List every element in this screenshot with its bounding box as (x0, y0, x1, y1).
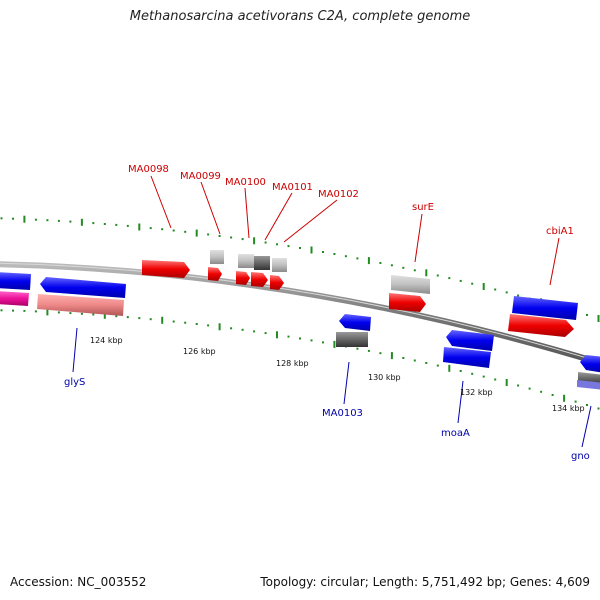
label-MA0103: MA0103 (322, 408, 363, 419)
gene-MA0100-gray[interactable] (238, 254, 254, 268)
gene-left-edge-magenta[interactable] (0, 291, 29, 306)
label-gno: gno (571, 451, 590, 462)
label-MA0098: MA0098 (128, 164, 169, 175)
gene-MA0103-blue[interactable] (339, 314, 371, 331)
outer-tick-row (0, 215, 600, 322)
gene-surE[interactable] (389, 293, 426, 312)
gene-moaA[interactable] (443, 347, 491, 368)
gene-moaA-blue[interactable] (446, 330, 494, 351)
gene-MA0101-gray[interactable] (254, 256, 270, 270)
scale-label-134kbp: 134 kbp (552, 404, 585, 413)
genome-backbone-highlight (0, 262, 600, 363)
gene-glyS[interactable] (37, 294, 124, 316)
genome-summary-text: Topology: circular; Length: 5,751,492 bp… (260, 575, 590, 589)
label-MA0100: MA0100 (225, 177, 266, 188)
gene-MA0102[interactable] (270, 275, 284, 290)
gene-MA0103-gray[interactable] (336, 332, 368, 347)
scale-label-128kbp: 128 kbp (276, 359, 309, 368)
label-MA0101: MA0101 (272, 182, 313, 193)
gene-cbiA1[interactable] (508, 314, 574, 337)
label-MA0102: MA0102 (318, 189, 359, 200)
scale-label-126kbp: 126 kbp (183, 347, 216, 356)
gene-MA0101[interactable] (251, 272, 268, 287)
label-surE: surE (412, 202, 434, 213)
gene-glyS-blue[interactable] (40, 277, 126, 298)
accession-text: Accession: NC_003552 (10, 575, 147, 589)
label-glyS: glyS (64, 377, 85, 388)
label-moaA: moaA (441, 428, 470, 439)
gene-MA0102-gray[interactable] (272, 258, 287, 272)
label-MA0099: MA0099 (180, 171, 221, 182)
scale-label-132kbp: 132 kbp (460, 388, 493, 397)
gene-gno-blue[interactable] (580, 355, 600, 373)
map-title: Methanosarcina acetivorans C2A, complete… (129, 9, 471, 24)
label-cbiA1: cbiA1 (546, 226, 574, 237)
gene-MA0099-gray[interactable] (210, 250, 224, 264)
scale-labels: 124 kbp 126 kbp 128 kbp 130 kbp 132 kbp … (90, 336, 585, 413)
gene-MA0100[interactable] (236, 271, 250, 285)
gene-MA0098[interactable] (142, 260, 190, 278)
gene-left-edge-blue[interactable] (0, 272, 31, 290)
genome-backbone (0, 261, 600, 367)
gene-cbiA1-blue[interactable] (512, 296, 578, 320)
inner-tick-row (0, 308, 600, 410)
gene-MA0099[interactable] (208, 267, 222, 281)
gene-labels: MA0098 MA0099 MA0100 MA0101 MA0102 surE … (64, 164, 590, 462)
scale-label-130kbp: 130 kbp (368, 373, 401, 382)
gene-gno-purple[interactable] (577, 380, 600, 390)
scale-label-124kbp: 124 kbp (90, 336, 123, 345)
label-leaders (72, 175, 592, 448)
gene-surE-gray[interactable] (391, 275, 430, 294)
